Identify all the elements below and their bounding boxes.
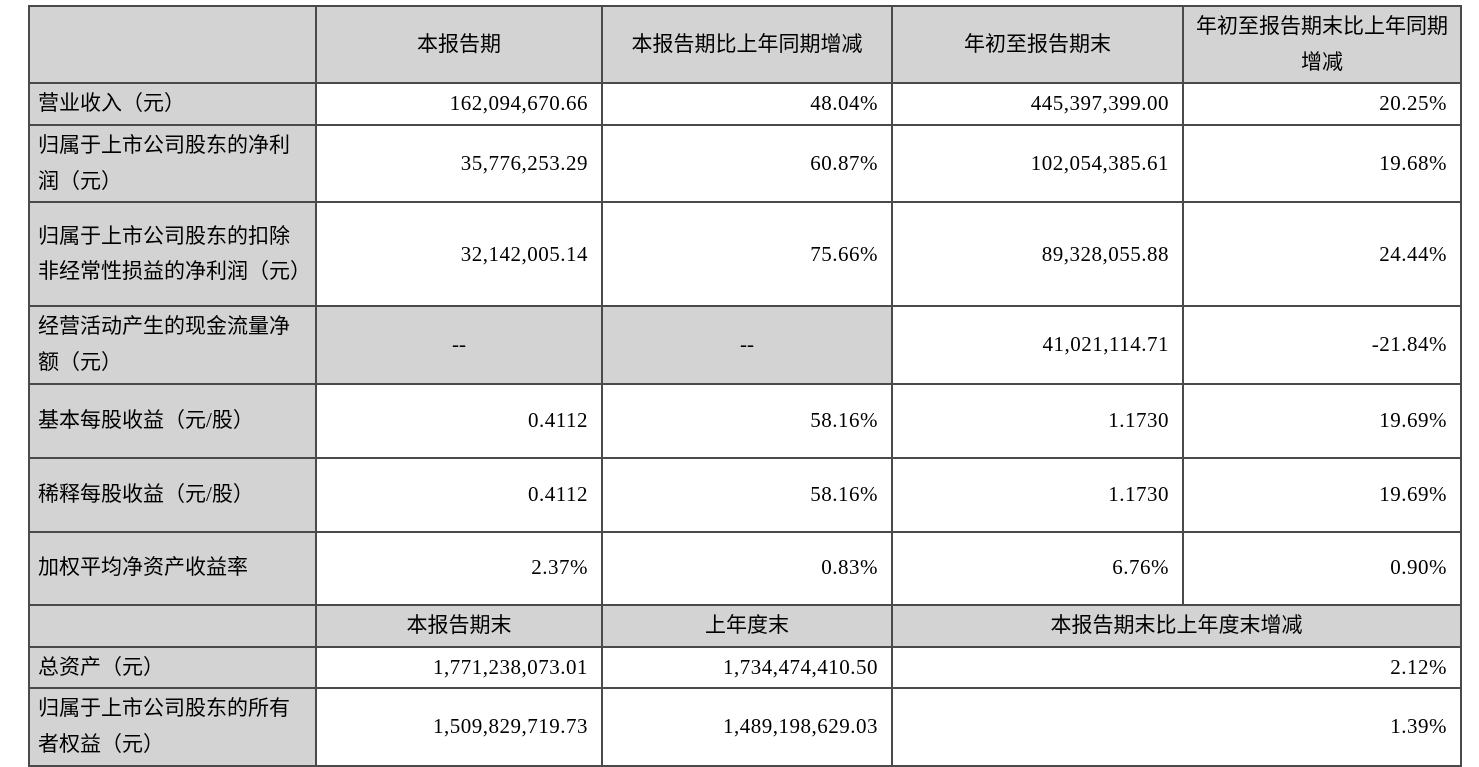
cell-current: 2.37% [315, 530, 603, 606]
cell-yoy: 75.66% [601, 201, 893, 308]
cell-current: 0.4112 [315, 456, 603, 533]
cell-ytd-yoy: 0.90% [1182, 530, 1462, 606]
financial-summary-table: 本报告期 本报告期比上年同期增减 年初至报告期末 年初至报告期末比上年同期增减 … [28, 4, 1462, 767]
cell-prior-year-end: 1,734,474,410.50 [601, 645, 893, 690]
subheader-change-vs-prior-year-end: 本报告期末比上年度末增减 [891, 603, 1462, 648]
cell-ytd: 445,397,399.00 [891, 82, 1184, 127]
subheader-prior-year-end: 上年度末 [601, 603, 893, 648]
row-label: 基本每股收益（元/股） [28, 382, 317, 459]
cell-current: 35,776,253.29 [315, 124, 603, 204]
header-ytd-yoy-change: 年初至报告期末比上年同期增减 [1182, 4, 1462, 85]
cell-current: 32,142,005.14 [315, 201, 603, 308]
row-operating-cash-flow: 经营活动产生的现金流量净额（元） -- -- 41,021,114.71 -21… [28, 305, 1462, 385]
row-owners-equity: 归属于上市公司股东的所有者权益（元） 1,509,829,719.73 1,48… [28, 687, 1462, 767]
row-label: 加权平均净资产收益率 [28, 530, 317, 606]
row-basic-eps: 基本每股收益（元/股） 0.4112 58.16% 1.1730 19.69% [28, 382, 1462, 459]
cell-change: 2.12% [891, 645, 1462, 690]
cell-yoy: 0.83% [601, 530, 893, 606]
row-label: 归属于上市公司股东的所有者权益（元） [28, 687, 317, 767]
header-empty-cell [28, 4, 317, 85]
cell-ytd: 102,054,385.61 [891, 124, 1184, 204]
row-label: 稀释每股收益（元/股） [28, 456, 317, 533]
cell-current-na: -- [315, 305, 603, 385]
cell-yoy: 58.16% [601, 382, 893, 459]
row-operating-revenue: 营业收入（元） 162,094,670.66 48.04% 445,397,39… [28, 82, 1462, 127]
cell-yoy-na: -- [601, 305, 893, 385]
row-total-assets: 总资产（元） 1,771,238,073.01 1,734,474,410.50… [28, 645, 1462, 690]
cell-ytd-yoy: 19.69% [1182, 382, 1462, 459]
cell-yoy: 58.16% [601, 456, 893, 533]
row-net-profit-excl-nonrecurring: 归属于上市公司股东的扣除非经常性损益的净利润（元） 32,142,005.14 … [28, 201, 1462, 308]
cell-ytd: 89,328,055.88 [891, 201, 1184, 308]
header-current-period: 本报告期 [315, 4, 603, 85]
row-net-profit: 归属于上市公司股东的净利润（元） 35,776,253.29 60.87% 10… [28, 124, 1462, 204]
header-row: 本报告期 本报告期比上年同期增减 年初至报告期末 年初至报告期末比上年同期增减 [28, 4, 1462, 85]
cell-yoy: 60.87% [601, 124, 893, 204]
row-weighted-avg-roe: 加权平均净资产收益率 2.37% 0.83% 6.76% 0.90% [28, 530, 1462, 606]
row-label: 归属于上市公司股东的净利润（元） [28, 124, 317, 204]
row-label: 营业收入（元） [28, 82, 317, 127]
header-ytd: 年初至报告期末 [891, 4, 1184, 85]
row-label: 归属于上市公司股东的扣除非经常性损益的净利润（元） [28, 201, 317, 308]
cell-period-end: 1,509,829,719.73 [315, 687, 603, 767]
cell-ytd-yoy: 20.25% [1182, 82, 1462, 127]
cell-ytd: 6.76% [891, 530, 1184, 606]
row-label: 总资产（元） [28, 645, 317, 690]
cell-current: 0.4112 [315, 382, 603, 459]
cell-ytd-yoy: 19.68% [1182, 124, 1462, 204]
subheader-row: 本报告期末 上年度末 本报告期末比上年度末增减 [28, 603, 1462, 648]
cell-prior-year-end: 1,489,198,629.03 [601, 687, 893, 767]
report-page: 本报告期 本报告期比上年同期增减 年初至报告期末 年初至报告期末比上年同期增减 … [28, 4, 1462, 767]
cell-ytd: 1.1730 [891, 456, 1184, 533]
cell-change: 1.39% [891, 687, 1462, 767]
cell-period-end: 1,771,238,073.01 [315, 645, 603, 690]
row-label: 经营活动产生的现金流量净额（元） [28, 305, 317, 385]
subheader-empty-cell [28, 603, 317, 648]
subheader-period-end: 本报告期末 [315, 603, 603, 648]
cell-current: 162,094,670.66 [315, 82, 603, 127]
cell-ytd-yoy: 24.44% [1182, 201, 1462, 308]
cell-ytd: 41,021,114.71 [891, 305, 1184, 385]
cell-yoy: 48.04% [601, 82, 893, 127]
cell-ytd: 1.1730 [891, 382, 1184, 459]
header-yoy-change: 本报告期比上年同期增减 [601, 4, 893, 85]
cell-ytd-yoy: -21.84% [1182, 305, 1462, 385]
cell-ytd-yoy: 19.69% [1182, 456, 1462, 533]
row-diluted-eps: 稀释每股收益（元/股） 0.4112 58.16% 1.1730 19.69% [28, 456, 1462, 533]
